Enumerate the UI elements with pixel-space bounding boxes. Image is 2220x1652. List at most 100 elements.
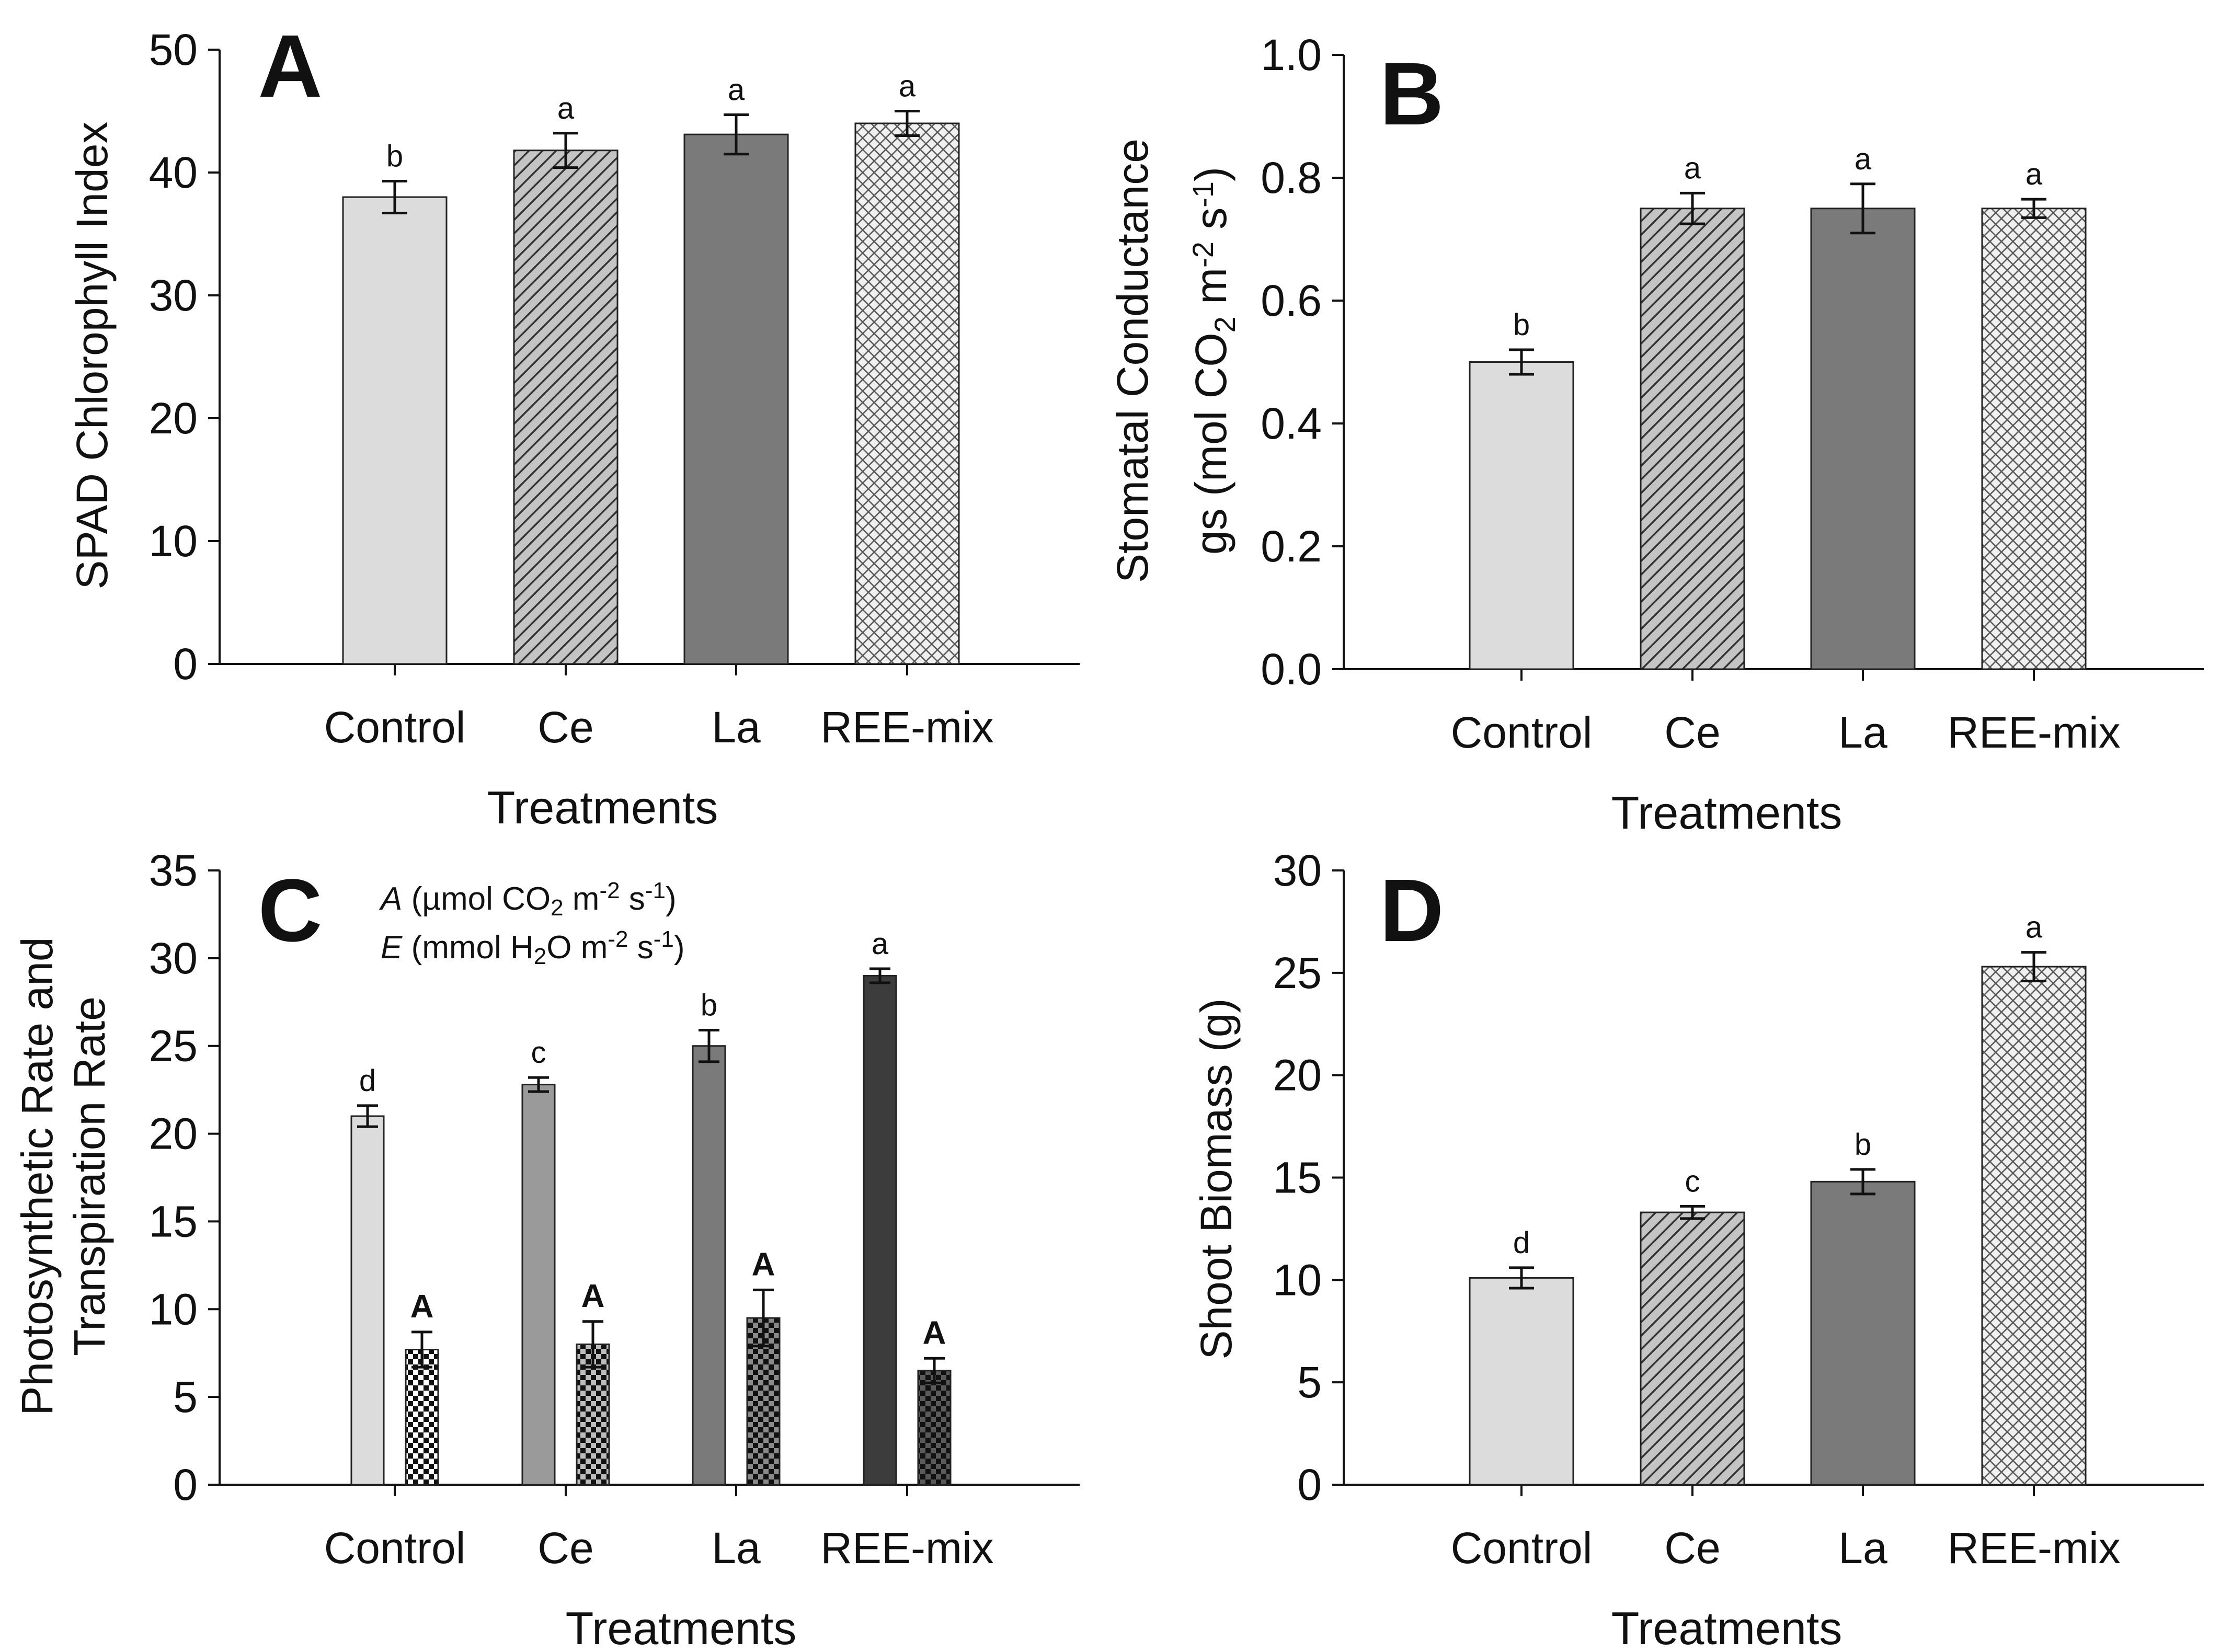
y-tick-label: 20 [149, 394, 198, 443]
legend-part: (mmol H [402, 930, 533, 966]
x-tick-label: Control [1451, 1523, 1593, 1573]
title-part: s [1186, 208, 1235, 242]
legend-part: s [620, 881, 645, 917]
y-axis-title-line1: Photosynthetic Rate and [13, 937, 62, 1415]
legend-part: ) [674, 930, 685, 966]
y-tick-label: 30 [1273, 846, 1322, 895]
significance-letter: a [2026, 157, 2043, 191]
y-tick-label: 10 [149, 517, 198, 566]
significance-letter: a [728, 73, 745, 107]
bar [692, 1045, 726, 1486]
bar [1469, 361, 1574, 670]
title-part: m [1186, 268, 1235, 316]
title-part: ) [1186, 167, 1235, 181]
bar [405, 1349, 439, 1486]
y-axis-title: Shoot Biomass (g) [1192, 999, 1241, 1360]
title-part: -2 [1186, 242, 1219, 268]
significance-letter: b [701, 989, 717, 1023]
x-tick-label: Control [324, 703, 466, 752]
significance-letter: b [1513, 308, 1530, 342]
x-tick-label: Ce [1664, 1523, 1720, 1573]
significance-letter: A [752, 1246, 775, 1282]
significance-letter: a [899, 70, 916, 104]
y-tick-label: 0.0 [1261, 645, 1322, 694]
significance-letter: a [557, 91, 575, 125]
x-axis-title: Treatments [1611, 787, 1843, 839]
legend-part: O m [546, 930, 608, 966]
x-tick-label: La [1838, 1523, 1887, 1573]
y-axis-title-line2: Transpiration Rate [65, 996, 114, 1356]
panel-letter: C [258, 861, 323, 960]
bar [1810, 208, 1916, 670]
bar [863, 974, 897, 1486]
legend-part: m [564, 881, 600, 917]
bar [854, 122, 960, 665]
panel-a: 0 10 20 30 40 50 Control Ce La REE-mix Treatments A… [149, 17, 1080, 833]
significance-letter: a [872, 927, 889, 961]
bar [1810, 1180, 1916, 1486]
panel-c: 0 5 10 15 20 25 30 35 Control Ce La REE-mix Treatmen… [149, 846, 1080, 1652]
x-tick-label: La [712, 1523, 761, 1573]
y-axis-title-line2: gs (mol CO2 m-2 s-1) [1186, 167, 1241, 555]
x-tick-label: La [712, 703, 761, 752]
bar [1981, 208, 2087, 670]
y-tick-label: 40 [149, 148, 198, 197]
bar [1469, 1277, 1574, 1486]
y-tick-label: 15 [1273, 1153, 1322, 1202]
y-tick-label: 0.2 [1261, 522, 1322, 571]
legend-entry-transpiration: E (mmol H2O m-2 s-1) [381, 926, 685, 969]
bar [917, 1370, 952, 1486]
x-axis-title: Treatments [1611, 1602, 1843, 1652]
y-tick-label: 0.8 [1261, 153, 1322, 202]
y-tick-label: 1.0 [1261, 30, 1322, 79]
y-tick-label: 25 [1273, 948, 1322, 997]
legend-part: -2 [599, 878, 620, 903]
y-tick-label: 0.6 [1261, 276, 1322, 325]
legend-part: s [628, 930, 654, 966]
panel-letter: A [258, 17, 323, 116]
title-part: -1 [1186, 181, 1219, 208]
significance-letter: A [923, 1315, 946, 1351]
bar [683, 133, 789, 665]
panel-letter: B [1380, 44, 1444, 144]
x-tick-label: Ce [537, 703, 593, 752]
legend-part: 2 [551, 895, 563, 921]
bar [1981, 966, 2087, 1486]
y-tick-label: 5 [1297, 1358, 1322, 1407]
y-tick-label: 0 [1297, 1460, 1322, 1509]
x-tick-label: REE-mix [1947, 708, 2120, 757]
legend-part: (µmol CO [402, 881, 551, 917]
y-tick-label: 10 [1273, 1255, 1322, 1304]
y-axis-title: SPAD Chlorophyll Index [67, 122, 117, 590]
significance-letter: A [410, 1289, 434, 1325]
y-tick-label: 25 [149, 1022, 198, 1071]
bar [746, 1317, 781, 1486]
significance-letter: d [1513, 1226, 1530, 1260]
x-tick-label: Ce [537, 1523, 593, 1573]
y-tick-label: 30 [149, 271, 198, 320]
significance-letter: a [2026, 911, 2043, 945]
significance-letter: a [1855, 142, 1872, 176]
significance-letter: b [386, 139, 403, 173]
significance-letter: d [359, 1064, 376, 1098]
x-axis-title: Treatments [487, 782, 718, 833]
significance-letter: b [1855, 1128, 1871, 1162]
y-tick-label: 0 [173, 1460, 198, 1509]
x-tick-label: REE-mix [820, 1523, 993, 1573]
bar [1640, 208, 1745, 670]
bar [350, 1115, 385, 1486]
y-tick-label: 20 [1273, 1051, 1322, 1100]
panel-letter: D [1380, 861, 1444, 960]
y-axis-title-line1: Stomatal Conductance [1108, 139, 1157, 583]
legend-part: E [381, 930, 403, 966]
x-tick-label: Control [1451, 708, 1593, 757]
y-tick-label: 5 [173, 1372, 198, 1421]
legend-part: -1 [645, 878, 666, 903]
x-tick-label: Ce [1664, 708, 1720, 757]
title-part: 2 [1208, 316, 1241, 332]
y-tick-label: 20 [149, 1109, 198, 1158]
bar [513, 150, 619, 665]
bar [1640, 1211, 1745, 1486]
panel-d: 0 5 10 15 20 25 30 Control Ce La REE-mix Treatments… [1273, 846, 2204, 1652]
